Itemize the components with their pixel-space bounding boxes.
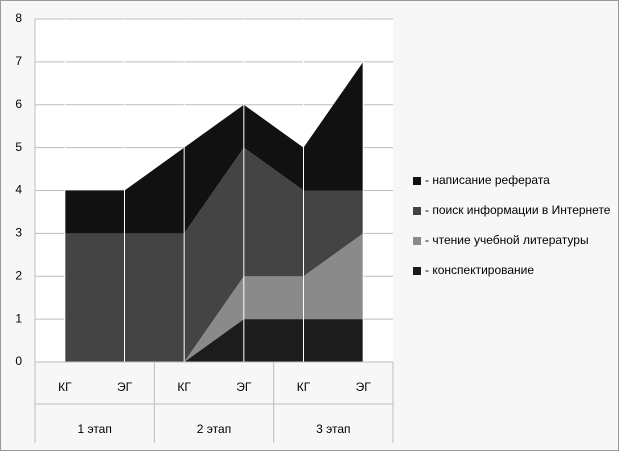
x-tick-label: ЭГ	[117, 380, 133, 394]
y-tick-label: 6	[15, 97, 22, 111]
x-tick-label: КГ	[297, 380, 311, 394]
y-tick-label: 1	[15, 311, 22, 325]
x-tick-label: КГ	[177, 380, 191, 394]
y-tick-label: 3	[15, 226, 22, 240]
legend-label: - чтение учебной литературы	[425, 233, 589, 247]
x-tick-label: ЭГ	[236, 380, 252, 394]
group-label: 3 этап	[316, 422, 350, 436]
legend-swatch	[413, 237, 421, 245]
legend-label: - конспектирование	[425, 263, 534, 277]
y-tick-label: 2	[15, 268, 22, 282]
y-tick-label: 0	[15, 354, 22, 368]
legend-swatch	[413, 207, 421, 215]
legend-label: - написание реферата	[425, 173, 550, 187]
group-label: 2 этап	[197, 422, 231, 436]
area	[64, 147, 364, 362]
legend-label: - поиск информации в Интернете	[425, 203, 611, 217]
area	[64, 61, 364, 234]
x-tick-label: ЭГ	[356, 380, 372, 394]
y-tick-label: 5	[15, 140, 22, 154]
y-tick-label: 4	[15, 183, 22, 197]
legend-swatch	[413, 267, 421, 275]
group-label: 1 этап	[77, 422, 111, 436]
x-tick-label: КГ	[58, 380, 72, 394]
legend-swatch	[413, 177, 421, 185]
y-tick-label: 8	[15, 11, 22, 25]
y-tick-label: 7	[15, 54, 22, 68]
